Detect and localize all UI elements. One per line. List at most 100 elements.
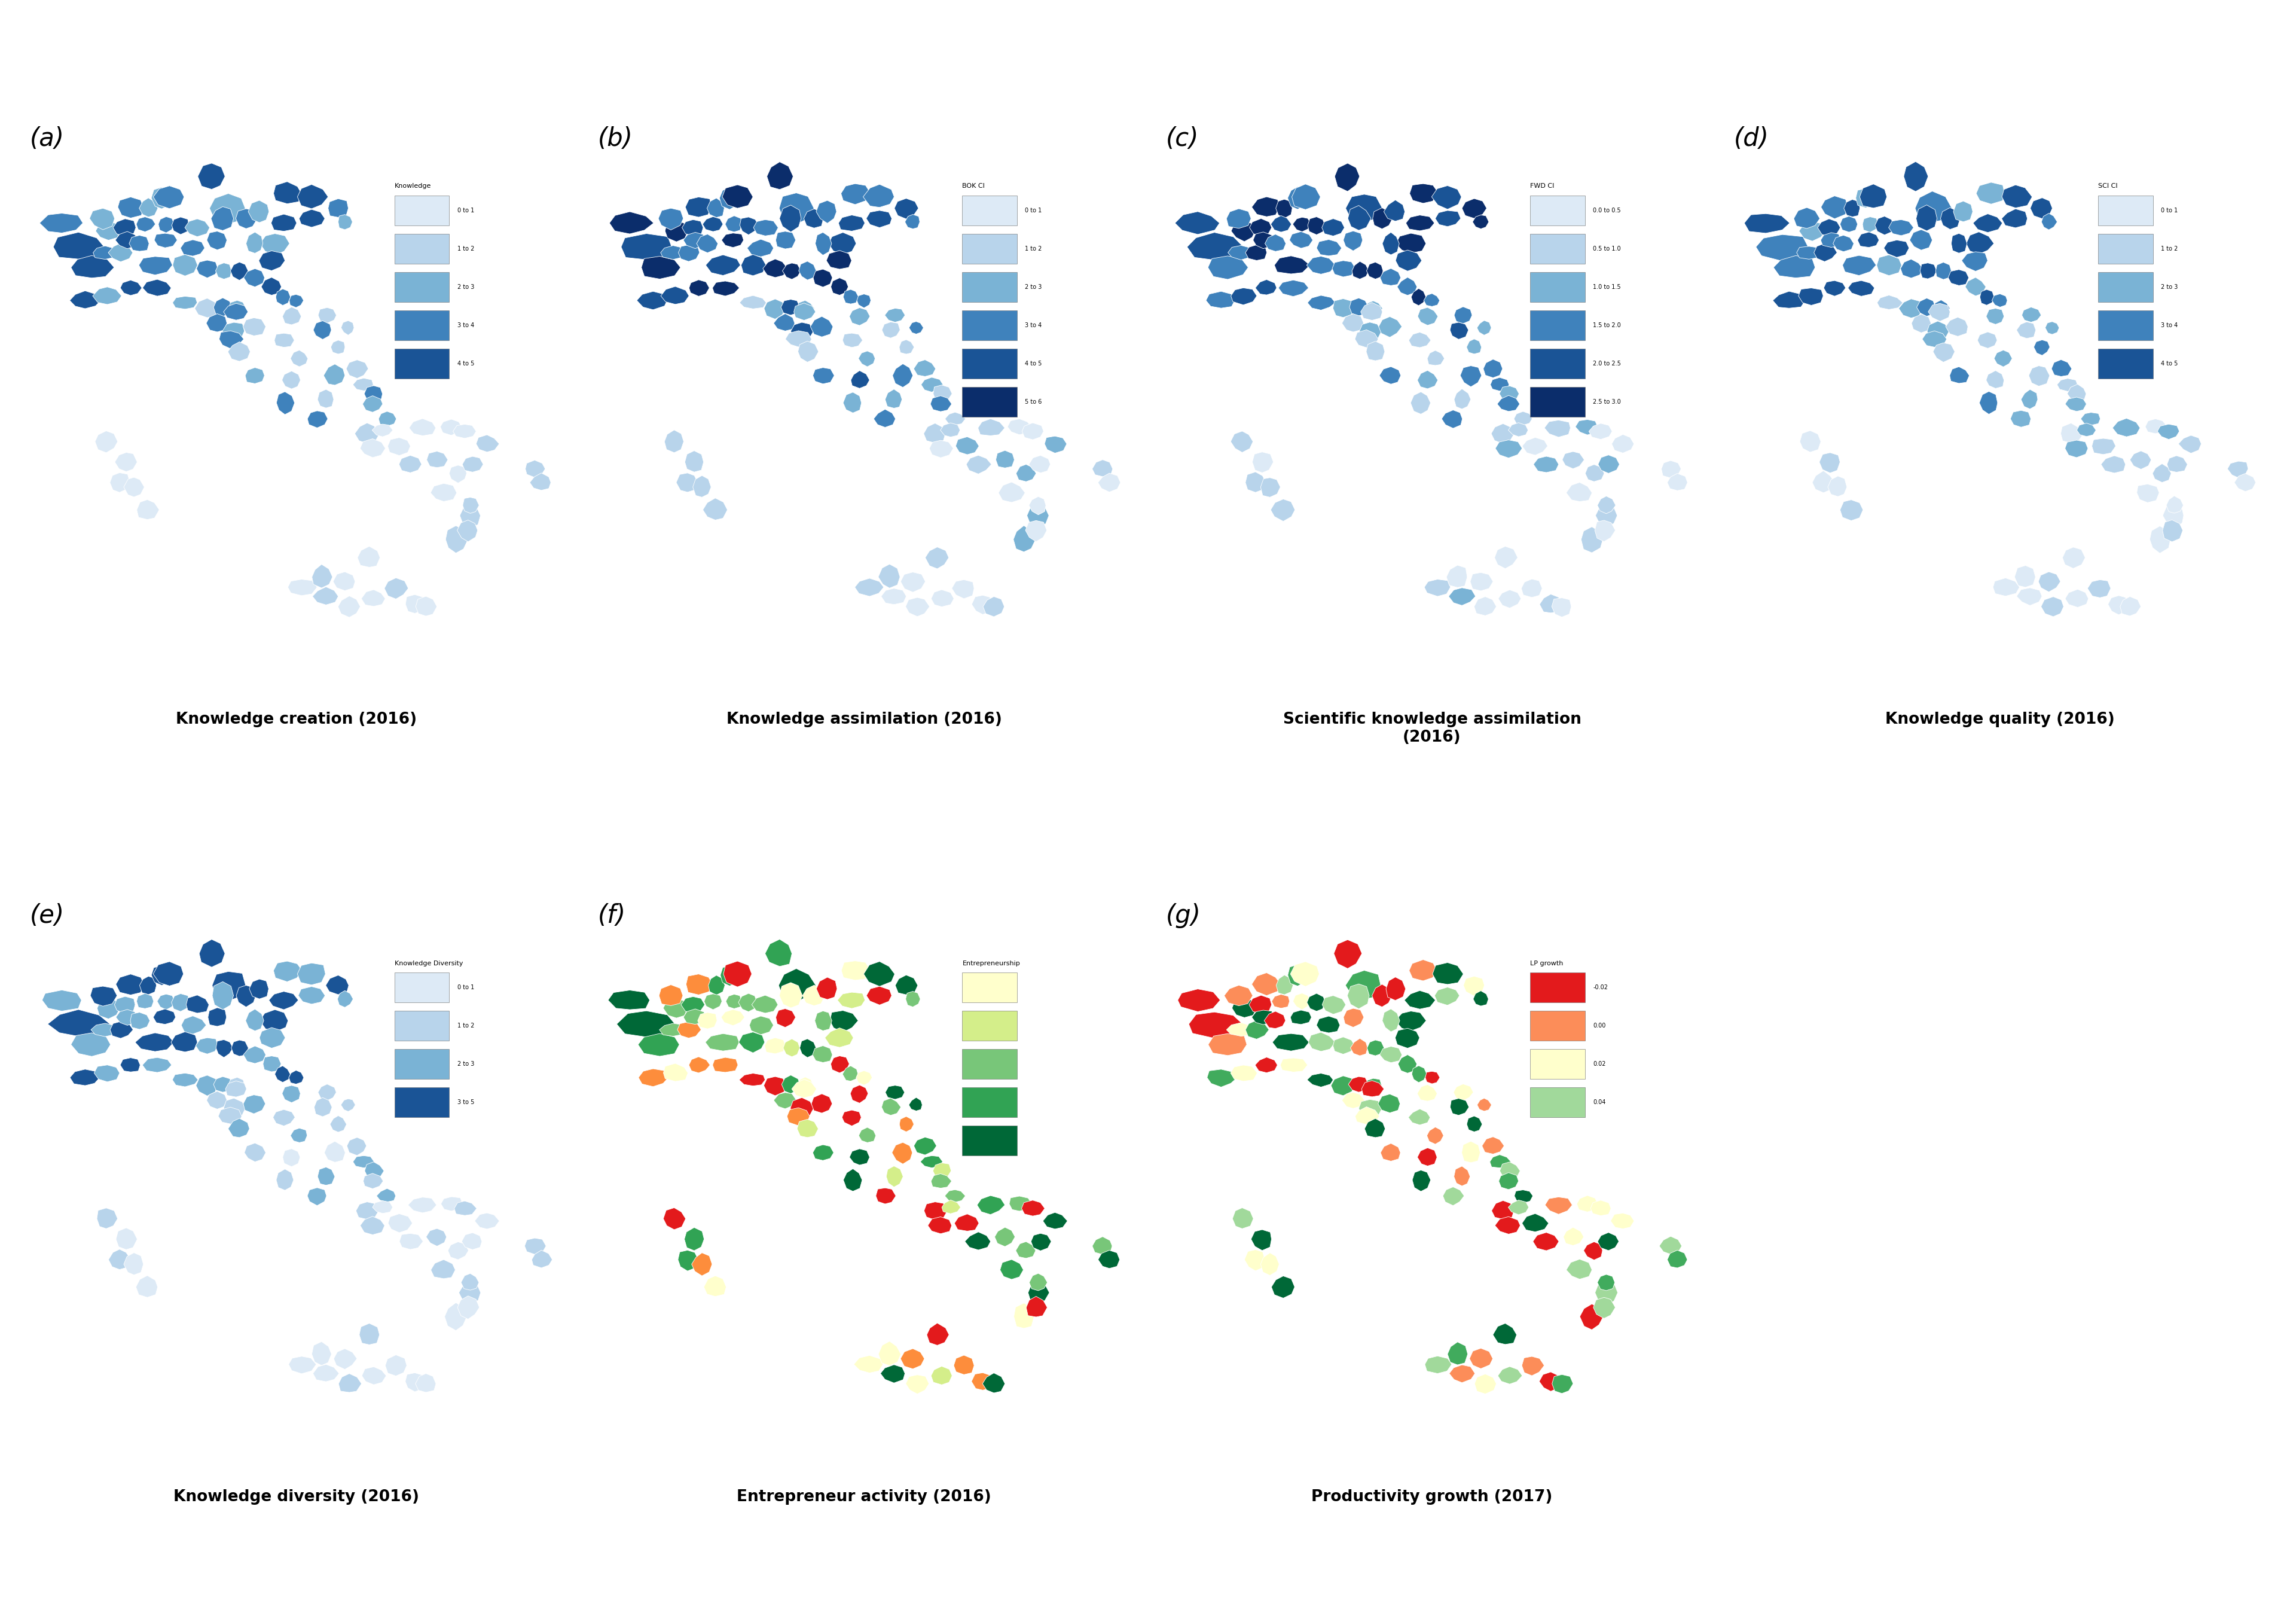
Polygon shape [119, 280, 142, 295]
Polygon shape [124, 1253, 142, 1274]
Polygon shape [1481, 1137, 1504, 1154]
Polygon shape [273, 962, 303, 981]
FancyBboxPatch shape [1531, 196, 1584, 225]
Polygon shape [1522, 1214, 1548, 1232]
Text: 2 to 3: 2 to 3 [457, 1060, 473, 1067]
Polygon shape [1293, 992, 1309, 1010]
FancyBboxPatch shape [962, 1049, 1017, 1080]
Polygon shape [459, 1281, 480, 1303]
Polygon shape [843, 334, 863, 348]
Polygon shape [223, 322, 243, 340]
Polygon shape [1435, 988, 1460, 1005]
Polygon shape [608, 991, 650, 1010]
Polygon shape [1495, 546, 1518, 568]
Polygon shape [1251, 1229, 1272, 1250]
Polygon shape [1662, 460, 1681, 478]
Polygon shape [317, 1167, 335, 1185]
Polygon shape [1800, 222, 1825, 241]
Polygon shape [1097, 473, 1120, 492]
Polygon shape [852, 371, 870, 389]
Polygon shape [781, 1075, 799, 1094]
Polygon shape [971, 596, 992, 615]
FancyBboxPatch shape [1531, 311, 1584, 340]
Polygon shape [360, 1216, 386, 1235]
Polygon shape [1910, 230, 1933, 249]
Polygon shape [1362, 303, 1382, 321]
FancyBboxPatch shape [1531, 272, 1584, 303]
Polygon shape [400, 1234, 422, 1250]
Polygon shape [726, 994, 742, 1009]
Polygon shape [1534, 1232, 1559, 1250]
Polygon shape [909, 1098, 923, 1111]
Polygon shape [900, 1349, 925, 1370]
Polygon shape [1249, 219, 1272, 236]
Polygon shape [1306, 256, 1336, 274]
Polygon shape [1366, 1039, 1384, 1056]
Polygon shape [218, 1107, 241, 1124]
Polygon shape [131, 1012, 149, 1030]
Polygon shape [1584, 1242, 1603, 1260]
Polygon shape [94, 246, 119, 259]
Polygon shape [723, 962, 751, 988]
Polygon shape [781, 300, 801, 316]
Text: 0.02: 0.02 [1593, 1060, 1605, 1067]
Polygon shape [1251, 198, 1279, 217]
Polygon shape [765, 1038, 785, 1054]
Text: 0 to 1: 0 to 1 [1024, 207, 1042, 214]
Polygon shape [347, 1138, 367, 1156]
Polygon shape [1309, 217, 1325, 235]
Text: Entrepreneurship: Entrepreneurship [962, 960, 1019, 967]
Text: 2 to 3: 2 to 3 [2161, 283, 2179, 290]
Polygon shape [1410, 392, 1430, 414]
Polygon shape [1233, 1208, 1254, 1229]
Text: 0.0 to 0.5: 0.0 to 0.5 [1593, 207, 1621, 214]
Polygon shape [1818, 453, 1839, 473]
Polygon shape [813, 269, 833, 287]
Polygon shape [1929, 303, 1949, 321]
Polygon shape [1428, 350, 1444, 366]
Polygon shape [1591, 1200, 1612, 1216]
Polygon shape [90, 209, 115, 230]
Polygon shape [461, 1274, 480, 1290]
FancyBboxPatch shape [1531, 348, 1584, 379]
Polygon shape [659, 209, 684, 230]
Polygon shape [1986, 308, 2004, 324]
Polygon shape [259, 1028, 285, 1047]
Polygon shape [1355, 330, 1378, 348]
Polygon shape [365, 1162, 383, 1179]
Polygon shape [298, 185, 328, 209]
Polygon shape [207, 232, 227, 249]
Polygon shape [154, 186, 184, 209]
Polygon shape [1306, 1073, 1334, 1086]
Polygon shape [331, 340, 344, 355]
Polygon shape [1290, 962, 1320, 986]
Polygon shape [1890, 220, 1913, 236]
FancyBboxPatch shape [1531, 973, 1584, 1002]
Polygon shape [2163, 520, 2183, 542]
Polygon shape [154, 1009, 174, 1025]
Polygon shape [712, 282, 739, 296]
Polygon shape [2014, 565, 2037, 588]
Polygon shape [338, 596, 360, 617]
Polygon shape [464, 497, 480, 513]
Polygon shape [1773, 256, 1816, 278]
Polygon shape [1231, 1065, 1258, 1081]
Polygon shape [117, 198, 142, 219]
Polygon shape [719, 186, 742, 209]
FancyBboxPatch shape [395, 973, 450, 1002]
Polygon shape [1446, 1342, 1467, 1365]
Polygon shape [1508, 1200, 1529, 1214]
Polygon shape [1862, 217, 1878, 232]
Polygon shape [794, 303, 815, 321]
Polygon shape [921, 1156, 944, 1167]
Polygon shape [197, 164, 225, 189]
Polygon shape [1903, 162, 1929, 191]
Polygon shape [1350, 298, 1368, 316]
Text: Knowledge assimilation (2016): Knowledge assimilation (2016) [726, 712, 1001, 727]
FancyBboxPatch shape [962, 272, 1017, 303]
Polygon shape [1945, 317, 1968, 337]
Polygon shape [659, 1023, 687, 1036]
Polygon shape [2138, 484, 2158, 502]
Polygon shape [1522, 437, 1548, 455]
Polygon shape [1261, 478, 1281, 497]
